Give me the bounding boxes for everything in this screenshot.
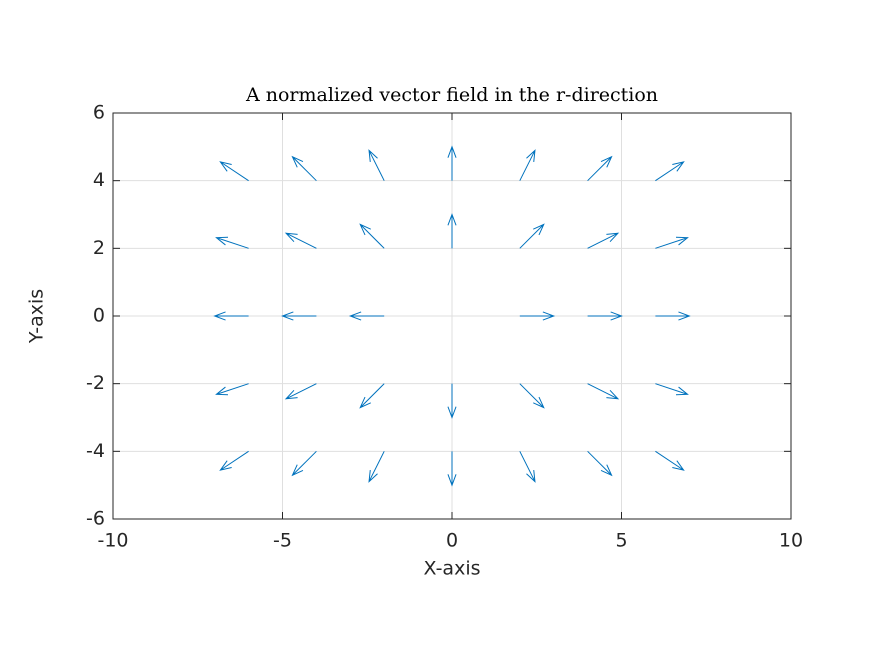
arrow: [281, 311, 317, 321]
arrow: [519, 383, 545, 409]
y-tick-label: 0: [93, 305, 105, 327]
arrow: [447, 213, 457, 249]
arrow: [655, 161, 685, 182]
y-tick-label: -4: [86, 440, 105, 462]
arrow: [655, 311, 691, 321]
arrow: [291, 155, 317, 182]
arrow: [359, 383, 385, 409]
arrow: [215, 236, 249, 249]
arrow: [215, 383, 249, 396]
arrow: [368, 149, 385, 181]
y-tick-label: -6: [86, 508, 105, 530]
arrow: [284, 232, 317, 249]
arrow: [587, 383, 620, 400]
arrow: [519, 311, 556, 321]
arrow: [655, 450, 685, 471]
x-tick-label: 10: [779, 530, 803, 552]
y-axis-label: Y-axis: [26, 289, 48, 344]
x-tick-label: -5: [273, 530, 292, 552]
arrow: [655, 383, 689, 396]
x-axis-label: X-axis: [424, 558, 481, 580]
arrow: [359, 223, 385, 249]
x-tick-label: -10: [97, 530, 128, 552]
arrow: [348, 311, 385, 321]
y-tick-label: 4: [93, 169, 105, 191]
y-tick-label: -2: [86, 372, 105, 394]
axes-box: [112, 112, 792, 520]
arrow: [587, 450, 613, 477]
arrow: [447, 383, 457, 419]
x-tick-label: 5: [615, 530, 627, 552]
arrow: [219, 450, 249, 471]
arrow: [213, 311, 249, 321]
arrow: [587, 155, 613, 182]
arrow: [368, 451, 385, 483]
y-tick-label: 2: [93, 237, 105, 259]
arrow: [447, 451, 457, 487]
chart-title: A normalized vector field in the r-direc…: [245, 84, 658, 106]
arrow: [519, 451, 536, 483]
arrow: [655, 236, 689, 249]
arrow: [587, 311, 623, 321]
arrow: [587, 232, 620, 249]
arrow: [447, 145, 457, 181]
arrow: [284, 383, 317, 400]
x-tick-label: 0: [446, 530, 458, 552]
arrow: [519, 223, 545, 249]
arrow: [519, 149, 536, 181]
arrow: [219, 161, 249, 182]
arrow: [291, 450, 317, 477]
y-tick-label: 6: [93, 102, 105, 124]
